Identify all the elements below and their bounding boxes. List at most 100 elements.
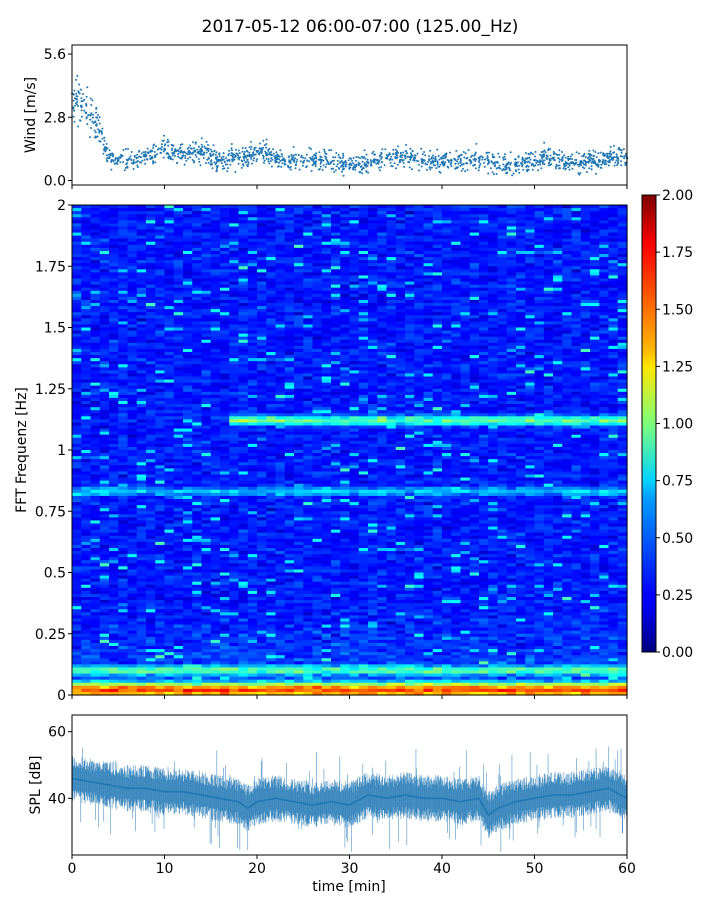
wind-scatter-dot [365, 165, 368, 168]
wind-scatter-dot [590, 154, 593, 157]
spectrogram-cell [590, 205, 600, 209]
spectrogram-cell [173, 208, 184, 212]
spectrogram-cell [525, 205, 536, 209]
wind-scatter-dot [97, 128, 100, 131]
spectrogram-cell [571, 208, 582, 212]
wind-scatter-dot [126, 165, 129, 168]
wind-scatter-dot [228, 159, 231, 162]
wind-scatter-dot [609, 145, 612, 148]
wind-scatter-dot [255, 160, 258, 163]
spectrogram-cell [414, 208, 425, 212]
wind-scatter-dot [606, 154, 609, 157]
wind-scatter-dot [174, 150, 177, 153]
wind-scatter-dot [383, 164, 386, 167]
wind-scatter-dot [295, 153, 297, 156]
wind-scatter-dot [238, 152, 241, 155]
wind-scatter-dot [617, 159, 620, 161]
spectrogram-cell [81, 205, 92, 209]
wind-scatter-dot [305, 165, 308, 168]
wind-scatter-dot [463, 156, 466, 159]
spectrogram-cell [340, 205, 351, 209]
wind-scatter-dot [624, 154, 627, 157]
wind-scatter-dot [378, 169, 381, 172]
wind-scatter-dot [450, 165, 453, 168]
wind-scatter-dot [486, 155, 489, 157]
spectrogram-cell [155, 208, 166, 212]
wind-scatter-dot [310, 169, 313, 172]
wind-scatter-dot [561, 156, 564, 158]
wind-scatter-dot [245, 160, 248, 163]
spectrogram-cell [247, 205, 258, 209]
wind-scatter-dot [265, 152, 268, 155]
wind-scatter-dot [154, 161, 157, 164]
wind-scatter-dot [263, 159, 266, 162]
spectrogram-cell [479, 208, 489, 212]
wind-scatter-dot [257, 150, 260, 152]
wind-scatter-dot [514, 165, 517, 168]
wind-scatter-dot [225, 157, 227, 159]
wind-scatter-dot [424, 154, 427, 157]
wind-scatter-dot [473, 157, 476, 160]
wind-scatter-dot [104, 150, 107, 153]
wind-scatter-dot [248, 146, 251, 149]
wind-scatter-dot [253, 148, 256, 151]
spectrogram-cell [442, 205, 452, 209]
wind-scatter-dot [441, 155, 444, 158]
wind-scatter-dot [305, 153, 308, 156]
wind-scatter-dot [359, 170, 362, 173]
wind-scatter-dot [590, 168, 593, 171]
wind-xtick-marks [71, 185, 628, 189]
wind-scatter-dot [319, 165, 322, 168]
spectrogram-cell [238, 208, 249, 212]
wind-scatter-dot [363, 149, 366, 152]
wind-scatter-dot [397, 151, 399, 154]
wind-scatter-dot [485, 151, 488, 154]
wind-scatter-dot [399, 158, 402, 161]
wind-scatter-dot [246, 164, 248, 167]
wind-scatter-dot [602, 159, 605, 161]
wind-scatter-dot [455, 166, 458, 169]
wind-scatter-dot [226, 159, 229, 162]
wind-scatter-points [71, 74, 629, 177]
wind-data-point [209, 154, 213, 157]
spectrogram-cell [294, 211, 304, 215]
wind-scatter-dot [518, 171, 521, 174]
wind-scatter-dot [428, 155, 430, 158]
wind-scatter-dot [310, 148, 312, 150]
wind-scatter-dot [341, 156, 344, 159]
wind-scatter-dot [553, 159, 556, 162]
wind-scatter-dot [130, 162, 133, 165]
wind-scatter-dot [234, 171, 237, 173]
wind-scatter-dot [250, 154, 253, 157]
wind-scatter-dot [505, 162, 508, 165]
spectrogram-cell [72, 205, 82, 209]
wind-scatter-dot [363, 162, 366, 165]
wind-scatter-dot [259, 147, 262, 150]
wind-scatter-dot [389, 153, 391, 156]
wind-scatter-dot [161, 145, 163, 148]
wind-scatter-dot [188, 153, 191, 156]
spectrogram-cell [99, 208, 110, 212]
wind-scatter-dot [243, 150, 246, 153]
wind-scatter-dot [540, 167, 543, 170]
wind-scatter-dot [293, 154, 296, 157]
wind-scatter-dot [613, 164, 616, 167]
wind-scatter-dot [160, 143, 163, 146]
wind-scatter-dot [95, 106, 98, 109]
wind-scatter-dot [207, 147, 210, 150]
wind-scatter-dot [429, 168, 432, 171]
wind-scatter-dot [408, 156, 411, 158]
spectrogram-cell [442, 208, 452, 212]
wind-scatter-dot [218, 152, 221, 155]
wind-scatter-dot [183, 163, 186, 166]
wind-scatter-dot [238, 158, 240, 161]
wind-scatter-dot [221, 158, 223, 161]
spectrogram-cell [109, 214, 119, 218]
wind-scatter-dot [377, 161, 380, 164]
wind-scatter-dot [97, 114, 100, 116]
wind-scatter-dot [568, 164, 571, 167]
wind-scatter-dot [526, 157, 529, 159]
wind-scatter-dot [152, 147, 155, 149]
wind-scatter-dot [623, 157, 626, 160]
wind-scatter-dot [254, 153, 257, 156]
